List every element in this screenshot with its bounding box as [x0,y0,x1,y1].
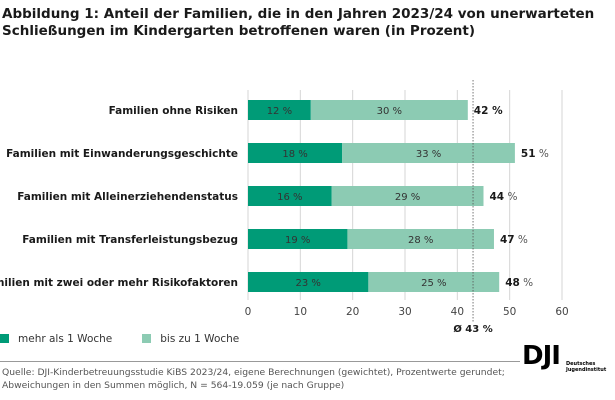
bar-segment [248,143,343,163]
data-label: 28 % [408,235,433,246]
legend-swatch [0,334,9,343]
data-label: 19 % [285,235,310,246]
average-label: Ø 43 % [453,323,492,335]
total-label: 51 % [521,148,549,160]
divider [0,361,520,362]
category-label: Familien mit Einwanderungsgeschichte [6,148,238,160]
legend-item-more-than-week: mehr als 1 Woche [0,333,112,345]
data-label: 18 % [282,149,307,160]
legend: mehr als 1 Woche bis zu 1 Woche [0,333,239,345]
total-label: 42 % [474,105,503,117]
data-label: 23 % [295,278,320,289]
category-label: Familien mit Transferleistungsbezug [22,234,238,246]
category-label: Familien mit Alleinerziehendenstatus [17,191,238,203]
data-label: 30 % [377,106,402,117]
dji-logo: DJI Deutsches Jugendinstitut [522,341,607,373]
bar-segment [248,186,332,206]
legend-item-up-to-week: bis zu 1 Woche [142,333,239,345]
bar-segment [248,100,311,120]
x-tick-label: 10 [294,306,307,318]
category-label: Familien mit zwei oder mehr Risikofaktor… [0,277,238,289]
bar-segment [368,272,500,292]
bar-segment [310,100,468,120]
bar-segment [347,229,494,249]
bar-segment [342,143,515,163]
chart-title: Abbildung 1: Anteil der Familien, die in… [2,6,595,39]
total-label: 47 % [500,234,528,246]
bar-segment [248,272,369,292]
legend-swatch [142,334,152,343]
legend-label: mehr als 1 Woche [18,333,113,345]
total-label: 44 % [490,191,518,203]
x-tick-label: 20 [346,306,359,318]
x-tick-label: 50 [503,306,516,318]
x-tick-label: 0 [245,306,252,318]
bar-segment [331,186,484,206]
data-label: 16 % [277,192,302,203]
category-label: Familien ohne Risiken [109,105,238,117]
bar-segment [248,229,348,249]
total-label: 48 % [505,277,533,289]
data-label: 29 % [395,192,420,203]
legend-label: bis zu 1 Woche [160,333,240,345]
source-note: Quelle: DJI-Kinderbetreuungsstudie KiBS … [2,367,505,391]
x-tick-label: 30 [398,306,411,318]
data-label: 12 % [267,106,292,117]
data-label: 25 % [421,278,446,289]
x-tick-label: 60 [555,306,568,318]
data-label: 33 % [416,149,441,160]
x-tick-label: 40 [451,306,464,318]
